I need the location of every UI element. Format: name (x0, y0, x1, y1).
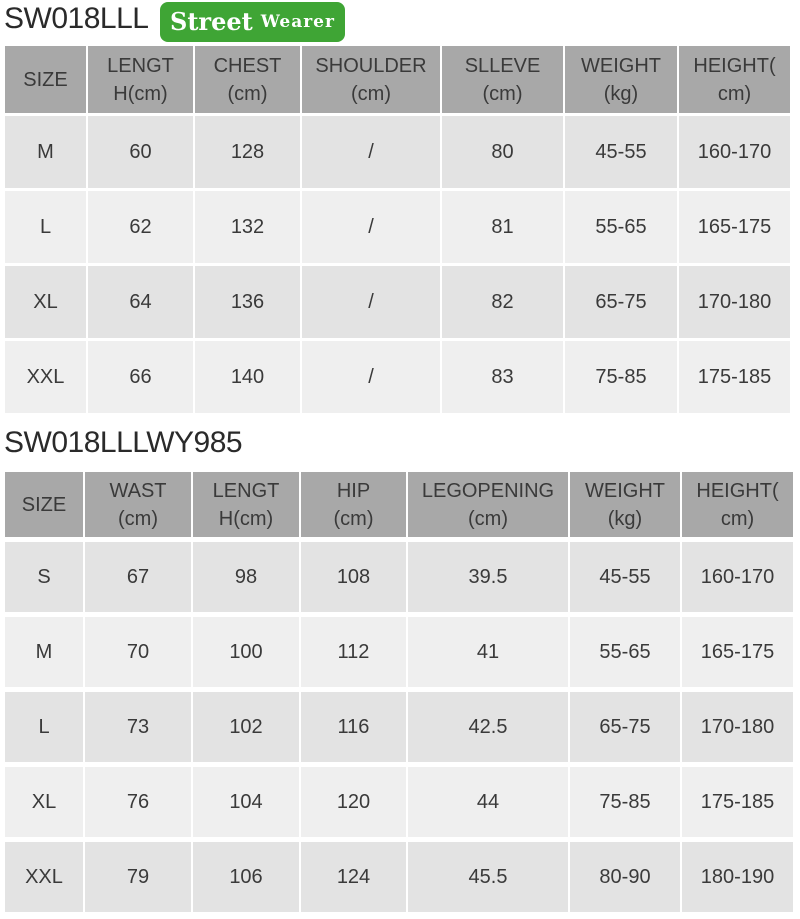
table-cell: 98 (193, 542, 299, 612)
table-cell: 100 (193, 617, 299, 687)
table-cell: 45-55 (565, 116, 677, 188)
table-cell: S (5, 542, 83, 612)
table1-title: SW018LLL (4, 2, 149, 35)
table-cell: 180-190 (682, 842, 793, 912)
table-cell: 73 (85, 692, 191, 762)
table-cell: 104 (193, 767, 299, 837)
table-cell: XXL (5, 842, 83, 912)
table-cell: XL (5, 266, 86, 338)
table-cell: 140 (195, 341, 300, 413)
column-header: WEIGHT (kg) (565, 46, 677, 113)
table-cell: 112 (301, 617, 406, 687)
table-cell: 82 (442, 266, 563, 338)
table-cell: 45-55 (570, 542, 680, 612)
table-cell: 160-170 (679, 116, 790, 188)
table-cell: 132 (195, 191, 300, 263)
table-cell: 64 (88, 266, 193, 338)
table-cell: 80-90 (570, 842, 680, 912)
table-cell: 60 (88, 116, 193, 188)
table-cell: / (302, 116, 440, 188)
table-cell: 108 (301, 542, 406, 612)
table-cell: M (5, 116, 86, 188)
table-cell: / (302, 266, 440, 338)
table-cell: 76 (85, 767, 191, 837)
table-cell: / (302, 191, 440, 263)
table-cell: 70 (85, 617, 191, 687)
table-cell: 102 (193, 692, 299, 762)
table-cell: 124 (301, 842, 406, 912)
column-header: SIZE (5, 46, 86, 113)
table2-title: SW018LLLWY985 (4, 426, 243, 459)
column-header: LENGT H(cm) (88, 46, 193, 113)
column-header: LEGOPENING (cm) (408, 472, 568, 537)
table-cell: 55-65 (565, 191, 677, 263)
table-cell: 67 (85, 542, 191, 612)
table-cell: 66 (88, 341, 193, 413)
street-wearer-logo: Street Wearer (160, 2, 345, 42)
table-cell: 175-185 (679, 341, 790, 413)
table-cell: 120 (301, 767, 406, 837)
size-table-top: SIZE LENGT H(cm) CHEST (cm) SHOULDER (cm) SL… (5, 46, 790, 413)
table-cell: 55-65 (570, 617, 680, 687)
logo-line1: Street (170, 7, 253, 36)
table-cell: XXL (5, 341, 86, 413)
table-cell: 42.5 (408, 692, 568, 762)
column-header: CHEST (cm) (195, 46, 300, 113)
table-cell: 170-180 (682, 692, 793, 762)
table-cell: 44 (408, 767, 568, 837)
logo-line2: Wearer (260, 12, 335, 32)
table-cell: L (5, 191, 86, 263)
column-header: WAST (cm) (85, 472, 191, 537)
table-cell: 65-75 (565, 266, 677, 338)
table-cell: 45.5 (408, 842, 568, 912)
table-cell: 80 (442, 116, 563, 188)
table-cell: 41 (408, 617, 568, 687)
table-cell: L (5, 692, 83, 762)
table-cell: 62 (88, 191, 193, 263)
column-header: SHOULDER (cm) (302, 46, 440, 113)
table-cell: 165-175 (682, 617, 793, 687)
table-cell: M (5, 617, 83, 687)
table-cell: 75-85 (570, 767, 680, 837)
table-cell: / (302, 341, 440, 413)
table-cell: 128 (195, 116, 300, 188)
table-cell: 116 (301, 692, 406, 762)
column-header: WEIGHT (kg) (570, 472, 680, 537)
table-cell: 79 (85, 842, 191, 912)
table-cell: 106 (193, 842, 299, 912)
table-cell: 136 (195, 266, 300, 338)
table-cell: 175-185 (682, 767, 793, 837)
column-header: HIP (cm) (301, 472, 406, 537)
table-cell: 160-170 (682, 542, 793, 612)
table-cell: 75-85 (565, 341, 677, 413)
table-cell: 65-75 (570, 692, 680, 762)
table-cell: XL (5, 767, 83, 837)
column-header: HEIGHT( cm) (682, 472, 793, 537)
table-cell: 39.5 (408, 542, 568, 612)
column-header: SLLEVE (cm) (442, 46, 563, 113)
column-header: SIZE (5, 472, 83, 537)
column-header: LENGT H(cm) (193, 472, 299, 537)
table-cell: 165-175 (679, 191, 790, 263)
table-cell: 170-180 (679, 266, 790, 338)
table-cell: 83 (442, 341, 563, 413)
size-table-bottom: SIZE WAST (cm) LENGT H(cm) HIP (cm) LEGOPENI… (5, 472, 793, 912)
column-header: HEIGHT( cm) (679, 46, 790, 113)
table-cell: 81 (442, 191, 563, 263)
